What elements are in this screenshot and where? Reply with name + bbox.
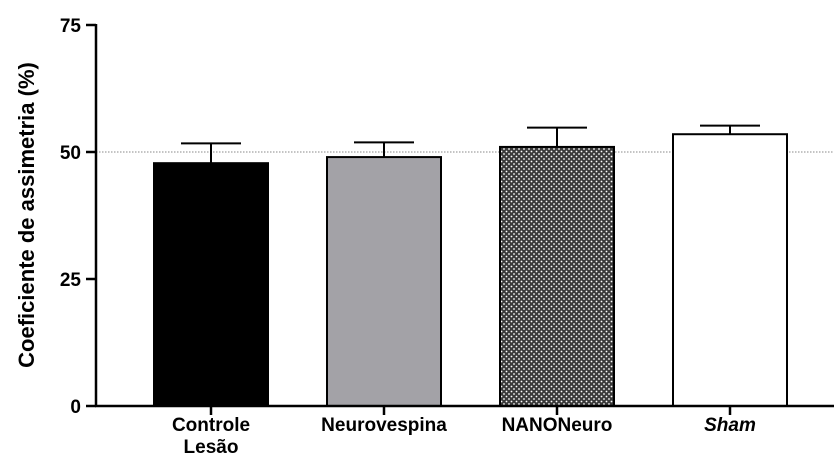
bar-neurovespina xyxy=(326,156,442,407)
bar-controle-lesão xyxy=(153,162,269,407)
y-tick-label-75: 75 xyxy=(60,16,82,37)
category-label-line: Controle xyxy=(172,415,250,436)
labels-layer: Controle Lesão Neurovespina NANONeuro Sham 0 2… xyxy=(60,16,756,458)
y-tick-label-25: 25 xyxy=(60,270,82,291)
category-label-line: Sham xyxy=(704,415,756,436)
y-tick-label-50: 50 xyxy=(60,143,81,164)
bar-nanoneuro xyxy=(499,145,615,407)
category-label-nanoneuro: NANONeuro xyxy=(502,415,613,436)
category-label-line: Neurovespina xyxy=(321,415,447,436)
category-label-sham: Sham xyxy=(704,415,756,436)
category-label-line: Lesão xyxy=(184,437,239,458)
bars-layer xyxy=(153,124,788,407)
category-label-line: NANONeuro xyxy=(502,415,613,436)
y-tick-label-0: 0 xyxy=(70,397,81,418)
y-axis-title: Coeficiente de assimetria (%) xyxy=(14,62,39,368)
axes-layer xyxy=(86,23,834,415)
bar-sham xyxy=(672,133,788,407)
category-label-controle-lesão: Controle Lesão xyxy=(172,415,250,458)
category-label-neurovespina: Neurovespina xyxy=(321,415,447,436)
